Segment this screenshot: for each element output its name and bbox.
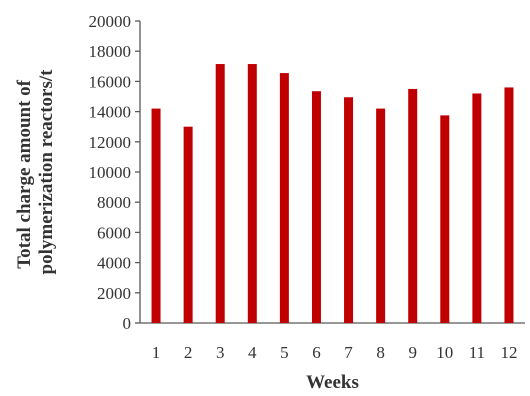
x-tick-label: 6 — [312, 343, 321, 362]
bar-week-1 — [151, 108, 161, 323]
x-tick-label: 8 — [376, 343, 385, 362]
y-tick-label: 0 — [123, 314, 132, 333]
y-tick-label: 14000 — [89, 103, 132, 122]
y-tick-label: 20000 — [89, 12, 132, 31]
y-axis-title-line-2: polymerization reactors/t — [36, 69, 57, 275]
y-tick-label: 4000 — [97, 254, 131, 273]
x-tick-label: 12 — [500, 343, 517, 362]
x-tick-label: 7 — [344, 343, 353, 362]
bar-week-11 — [472, 93, 482, 323]
y-tick-label: 8000 — [97, 193, 131, 212]
bar-week-8 — [376, 108, 386, 323]
x-tick-label: 5 — [280, 343, 289, 362]
x-axis-title: Weeks — [306, 372, 359, 393]
bar-week-5 — [279, 73, 289, 323]
bars — [151, 64, 514, 323]
y-tick-labels: 0 2000 4000 6000 8000 10000 12000 14000 16000 180… — [89, 12, 132, 333]
x-tick-label: 11 — [469, 343, 485, 362]
y-tick-label: 10000 — [89, 163, 132, 182]
bar-week-4 — [247, 64, 257, 323]
bar-week-3 — [215, 64, 225, 323]
bar-week-9 — [408, 88, 418, 323]
bar-week-10 — [440, 115, 450, 323]
y-tick-label: 16000 — [89, 72, 132, 91]
x-tick-label: 2 — [184, 343, 193, 362]
bar-week-12 — [504, 87, 514, 323]
y-axis-title-line-1: Total charge amount of — [14, 79, 35, 268]
x-tick-label: 3 — [216, 343, 225, 362]
y-tick-label: 18000 — [89, 42, 132, 61]
x-tick-label: 10 — [436, 343, 453, 362]
x-tick-label: 1 — [152, 343, 161, 362]
y-tick-label: 6000 — [97, 223, 131, 242]
y-axis-title: Total charge amount of polymerization re… — [14, 69, 57, 275]
x-tick-labels: 1 2 3 4 5 6 7 8 9 10 11 12 — [152, 343, 518, 362]
bar-week-6 — [311, 91, 321, 323]
x-tick-label: 4 — [248, 343, 257, 362]
y-axis — [135, 20, 141, 324]
x-tick-label: 9 — [408, 343, 417, 362]
y-tick-label: 2000 — [97, 284, 131, 303]
bar-week-7 — [344, 97, 354, 323]
bar-week-2 — [183, 126, 193, 323]
y-tick-label: 12000 — [89, 133, 132, 152]
